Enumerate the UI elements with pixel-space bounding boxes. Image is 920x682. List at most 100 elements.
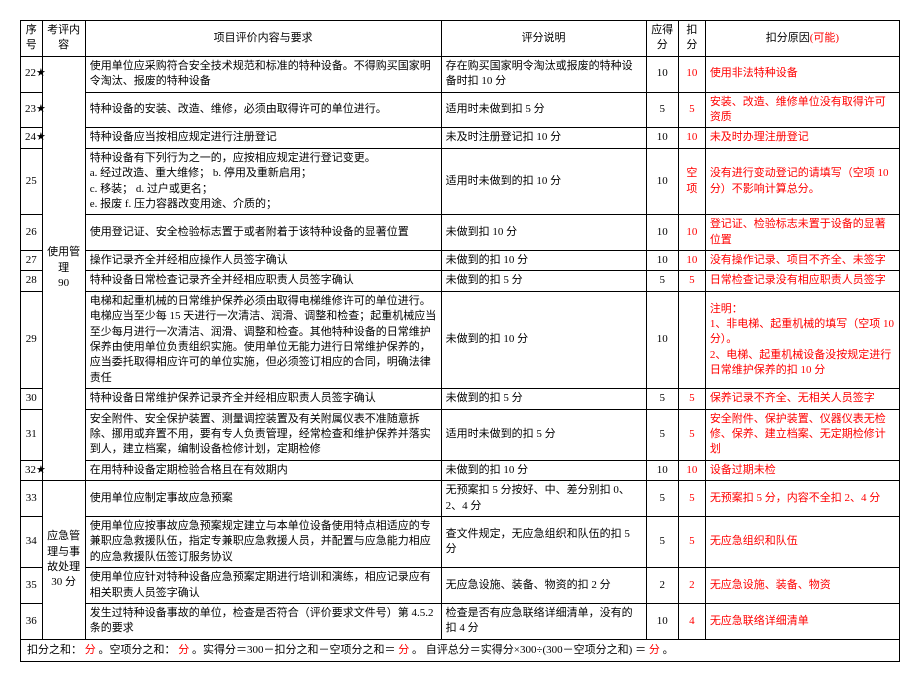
evaluation-table: 序号 考评内容 项目评价内容与要求 评分说明 应得分 扣分 扣分原因(可能) 2…	[20, 20, 900, 662]
footer-row: 扣分之和： 分 。空项分之和： 分 。实得分＝300－扣分之和－空项分之和＝ 分…	[21, 639, 900, 661]
cell-score: 10	[646, 215, 678, 251]
cell-reason: 没有操作记录、项目不齐全、未签字	[705, 251, 899, 271]
cell-score: 10	[646, 291, 678, 388]
cell-deduct: 10	[678, 460, 705, 480]
table-row: 29 电梯和起重机械的日常维护保养必须由取得电梯维修许可的单位进行。电梯应当至少每…	[21, 291, 900, 388]
cell-score: 5	[646, 389, 678, 409]
cell-requirement: 使用单位应按事故应急预案规定建立与本单位设备使用特点相适应的专兼职应急救援队伍，…	[85, 516, 441, 567]
cell-reason: 注明：1、非电梯、起重机械的填写（空项 10 分）。2、电梯、起重机械设备没按规…	[705, 291, 899, 388]
table-row: 32★在用特种设备定期检验合格且在有效期内未做到的扣 10 分1010设备过期未…	[21, 460, 900, 480]
cell-score: 5	[646, 92, 678, 128]
cell-description: 未做到的扣 5 分	[441, 389, 646, 409]
table-row: 25 特种设备有下列行为之一的，应按相应规定进行登记变更。a. 经过改造、重大维修…	[21, 148, 900, 215]
cell-category: 应急管理与事故处理30 分	[42, 481, 85, 640]
cell-description: 未做到的扣 10 分	[441, 291, 646, 388]
header-cat: 考评内容	[42, 21, 85, 57]
cell-seq: 31	[21, 409, 43, 460]
table-row: 22★使用管理90使用单位应采购符合安全技术规范和标准的特种设备。不得购买国家明…	[21, 56, 900, 92]
cell-seq: 30	[21, 389, 43, 409]
cell-requirement: 特种设备的安装、改造、维修，必须由取得许可的单位进行。	[85, 92, 441, 128]
cell-score: 5	[646, 409, 678, 460]
header-deduct: 扣分	[678, 21, 705, 57]
cell-requirement: 特种设备日常检查记录齐全并经相应职责人员签字确认	[85, 271, 441, 291]
cell-requirement: 安全附件、安全保护装置、测量调控装置及有关附属仪表不准随意拆除、挪用或弃置不用，…	[85, 409, 441, 460]
cell-deduct: 5	[678, 481, 705, 517]
footer-value: 分	[649, 644, 660, 656]
header-reason: 扣分原因(可能)	[705, 21, 899, 57]
table-row: 24★特种设备应当按相应规定进行注册登记未及时注册登记扣 10 分1010未及时…	[21, 128, 900, 148]
cell-seq: 23★	[21, 92, 43, 128]
cell-requirement: 操作记录齐全并经相应操作人员签字确认	[85, 251, 441, 271]
cell-deduct: 10	[678, 251, 705, 271]
cell-description: 检查是否有应急联络详细清单，没有的扣 4 分	[441, 603, 646, 639]
cell-reason: 安全附件、保护装置、仪器仪表无检修、保养、建立档案、无定期检修计划	[705, 409, 899, 460]
cell-score: 10	[646, 251, 678, 271]
cell-deduct: 10	[678, 215, 705, 251]
cell-seq: 35	[21, 568, 43, 604]
cell-reason: 无应急联络详细清单	[705, 603, 899, 639]
footer-value: 分	[398, 644, 409, 656]
header-reason-suffix: (可能)	[810, 32, 839, 44]
cell-description: 无预案扣 5 分按好、中、差分别扣 0、2、4 分	[441, 481, 646, 517]
cell-requirement: 特种设备日常维护保养记录齐全并经相应职责人员签字确认	[85, 389, 441, 409]
cell-requirement: 发生过特种设备事故的单位，检查是否符合（评价要求文件号）第 4.5.2 条的要求	[85, 603, 441, 639]
cell-score: 10	[646, 128, 678, 148]
footer-cell: 扣分之和： 分 。空项分之和： 分 。实得分＝300－扣分之和－空项分之和＝ 分…	[21, 639, 900, 661]
cell-seq: 34	[21, 516, 43, 567]
cell-description: 查文件规定，无应急组织和队伍的扣 5 分	[441, 516, 646, 567]
cell-score: 5	[646, 481, 678, 517]
cell-reason: 无应急设施、装备、物资	[705, 568, 899, 604]
footer-value: 分	[178, 644, 189, 656]
cell-deduct: 5	[678, 409, 705, 460]
cell-reason: 无应急组织和队伍	[705, 516, 899, 567]
cell-deduct: 5	[678, 516, 705, 567]
cell-seq: 32★	[21, 460, 43, 480]
cell-requirement: 使用单位应采购符合安全技术规范和标准的特种设备。不得购买国家明令淘汰、报废的特种…	[85, 56, 441, 92]
footer-value: 分	[85, 644, 96, 656]
cell-score: 5	[646, 516, 678, 567]
cell-requirement: 使用单位应针对特种设备应急预案定期进行培训和演练，相应记录应有相关职责人员签字确…	[85, 568, 441, 604]
table-row: 26使用登记证、安全检验标志置于或者附着于该特种设备的显著位置未做到扣 10 分…	[21, 215, 900, 251]
table-row: 34 使用单位应按事故应急预案规定建立与本单位设备使用特点相适应的专兼职应急救援队…	[21, 516, 900, 567]
header-score: 应得分	[646, 21, 678, 57]
table-row: 33应急管理与事故处理30 分使用单位应制定事故应急预案无预案扣 5 分按好、中…	[21, 481, 900, 517]
cell-reason: 登记证、检验标志未置于设备的显著位置	[705, 215, 899, 251]
table-row: 23★特种设备的安装、改造、维修，必须由取得许可的单位进行。适用时未做到扣 5 …	[21, 92, 900, 128]
cell-deduct: 5	[678, 92, 705, 128]
cell-reason: 设备过期未检	[705, 460, 899, 480]
cell-requirement: 电梯和起重机械的日常维护保养必须由取得电梯维修许可的单位进行。电梯应当至少每 1…	[85, 291, 441, 388]
cell-description: 未做到的扣 5 分	[441, 271, 646, 291]
cell-seq: 36	[21, 603, 43, 639]
cell-requirement: 使用单位应制定事故应急预案	[85, 481, 441, 517]
cell-deduct: 5	[678, 271, 705, 291]
table-row: 31 安全附件、安全保护装置、测量调控装置及有关附属仪表不准随意拆除、挪用或弃置不…	[21, 409, 900, 460]
table-row: 30特种设备日常维护保养记录齐全并经相应职责人员签字确认未做到的扣 5 分55保…	[21, 389, 900, 409]
header-req: 项目评价内容与要求	[85, 21, 441, 57]
header-row: 序号 考评内容 项目评价内容与要求 评分说明 应得分 扣分 扣分原因(可能)	[21, 21, 900, 57]
cell-score: 10	[646, 603, 678, 639]
cell-reason: 日常检查记录没有相应职责人员签字	[705, 271, 899, 291]
cell-seq: 33	[21, 481, 43, 517]
cell-requirement: 特种设备有下列行为之一的，应按相应规定进行登记变更。a. 经过改造、重大维修； …	[85, 148, 441, 215]
cell-deduct: 10	[678, 56, 705, 92]
cell-reason: 未及时办理注册登记	[705, 128, 899, 148]
cell-description: 未做到扣 10 分	[441, 215, 646, 251]
cell-category: 使用管理90	[42, 56, 85, 480]
cell-seq: 22★	[21, 56, 43, 92]
cell-description: 未做到的扣 10 分	[441, 460, 646, 480]
cell-score: 10	[646, 460, 678, 480]
cell-seq: 29	[21, 291, 43, 388]
header-desc: 评分说明	[441, 21, 646, 57]
cell-seq: 25	[21, 148, 43, 215]
footer-text: 。实得分＝300－扣分之和－空项分之和＝	[192, 644, 396, 656]
cell-deduct: 2	[678, 568, 705, 604]
cell-description: 适用时未做到的扣 10 分	[441, 148, 646, 215]
cell-score: 2	[646, 568, 678, 604]
cell-description: 适用时未做到的扣 5 分	[441, 409, 646, 460]
cell-reason: 保养记录不齐全、无相关人员签字	[705, 389, 899, 409]
cell-deduct: 10	[678, 128, 705, 148]
cell-deduct: 5	[678, 389, 705, 409]
table-row: 27操作记录齐全并经相应操作人员签字确认未做到的扣 10 分1010没有操作记录…	[21, 251, 900, 271]
footer-text: 扣分之和：	[27, 644, 82, 656]
cell-reason: 没有进行变动登记的请填写（空项 10 分）不影响计算总分。	[705, 148, 899, 215]
